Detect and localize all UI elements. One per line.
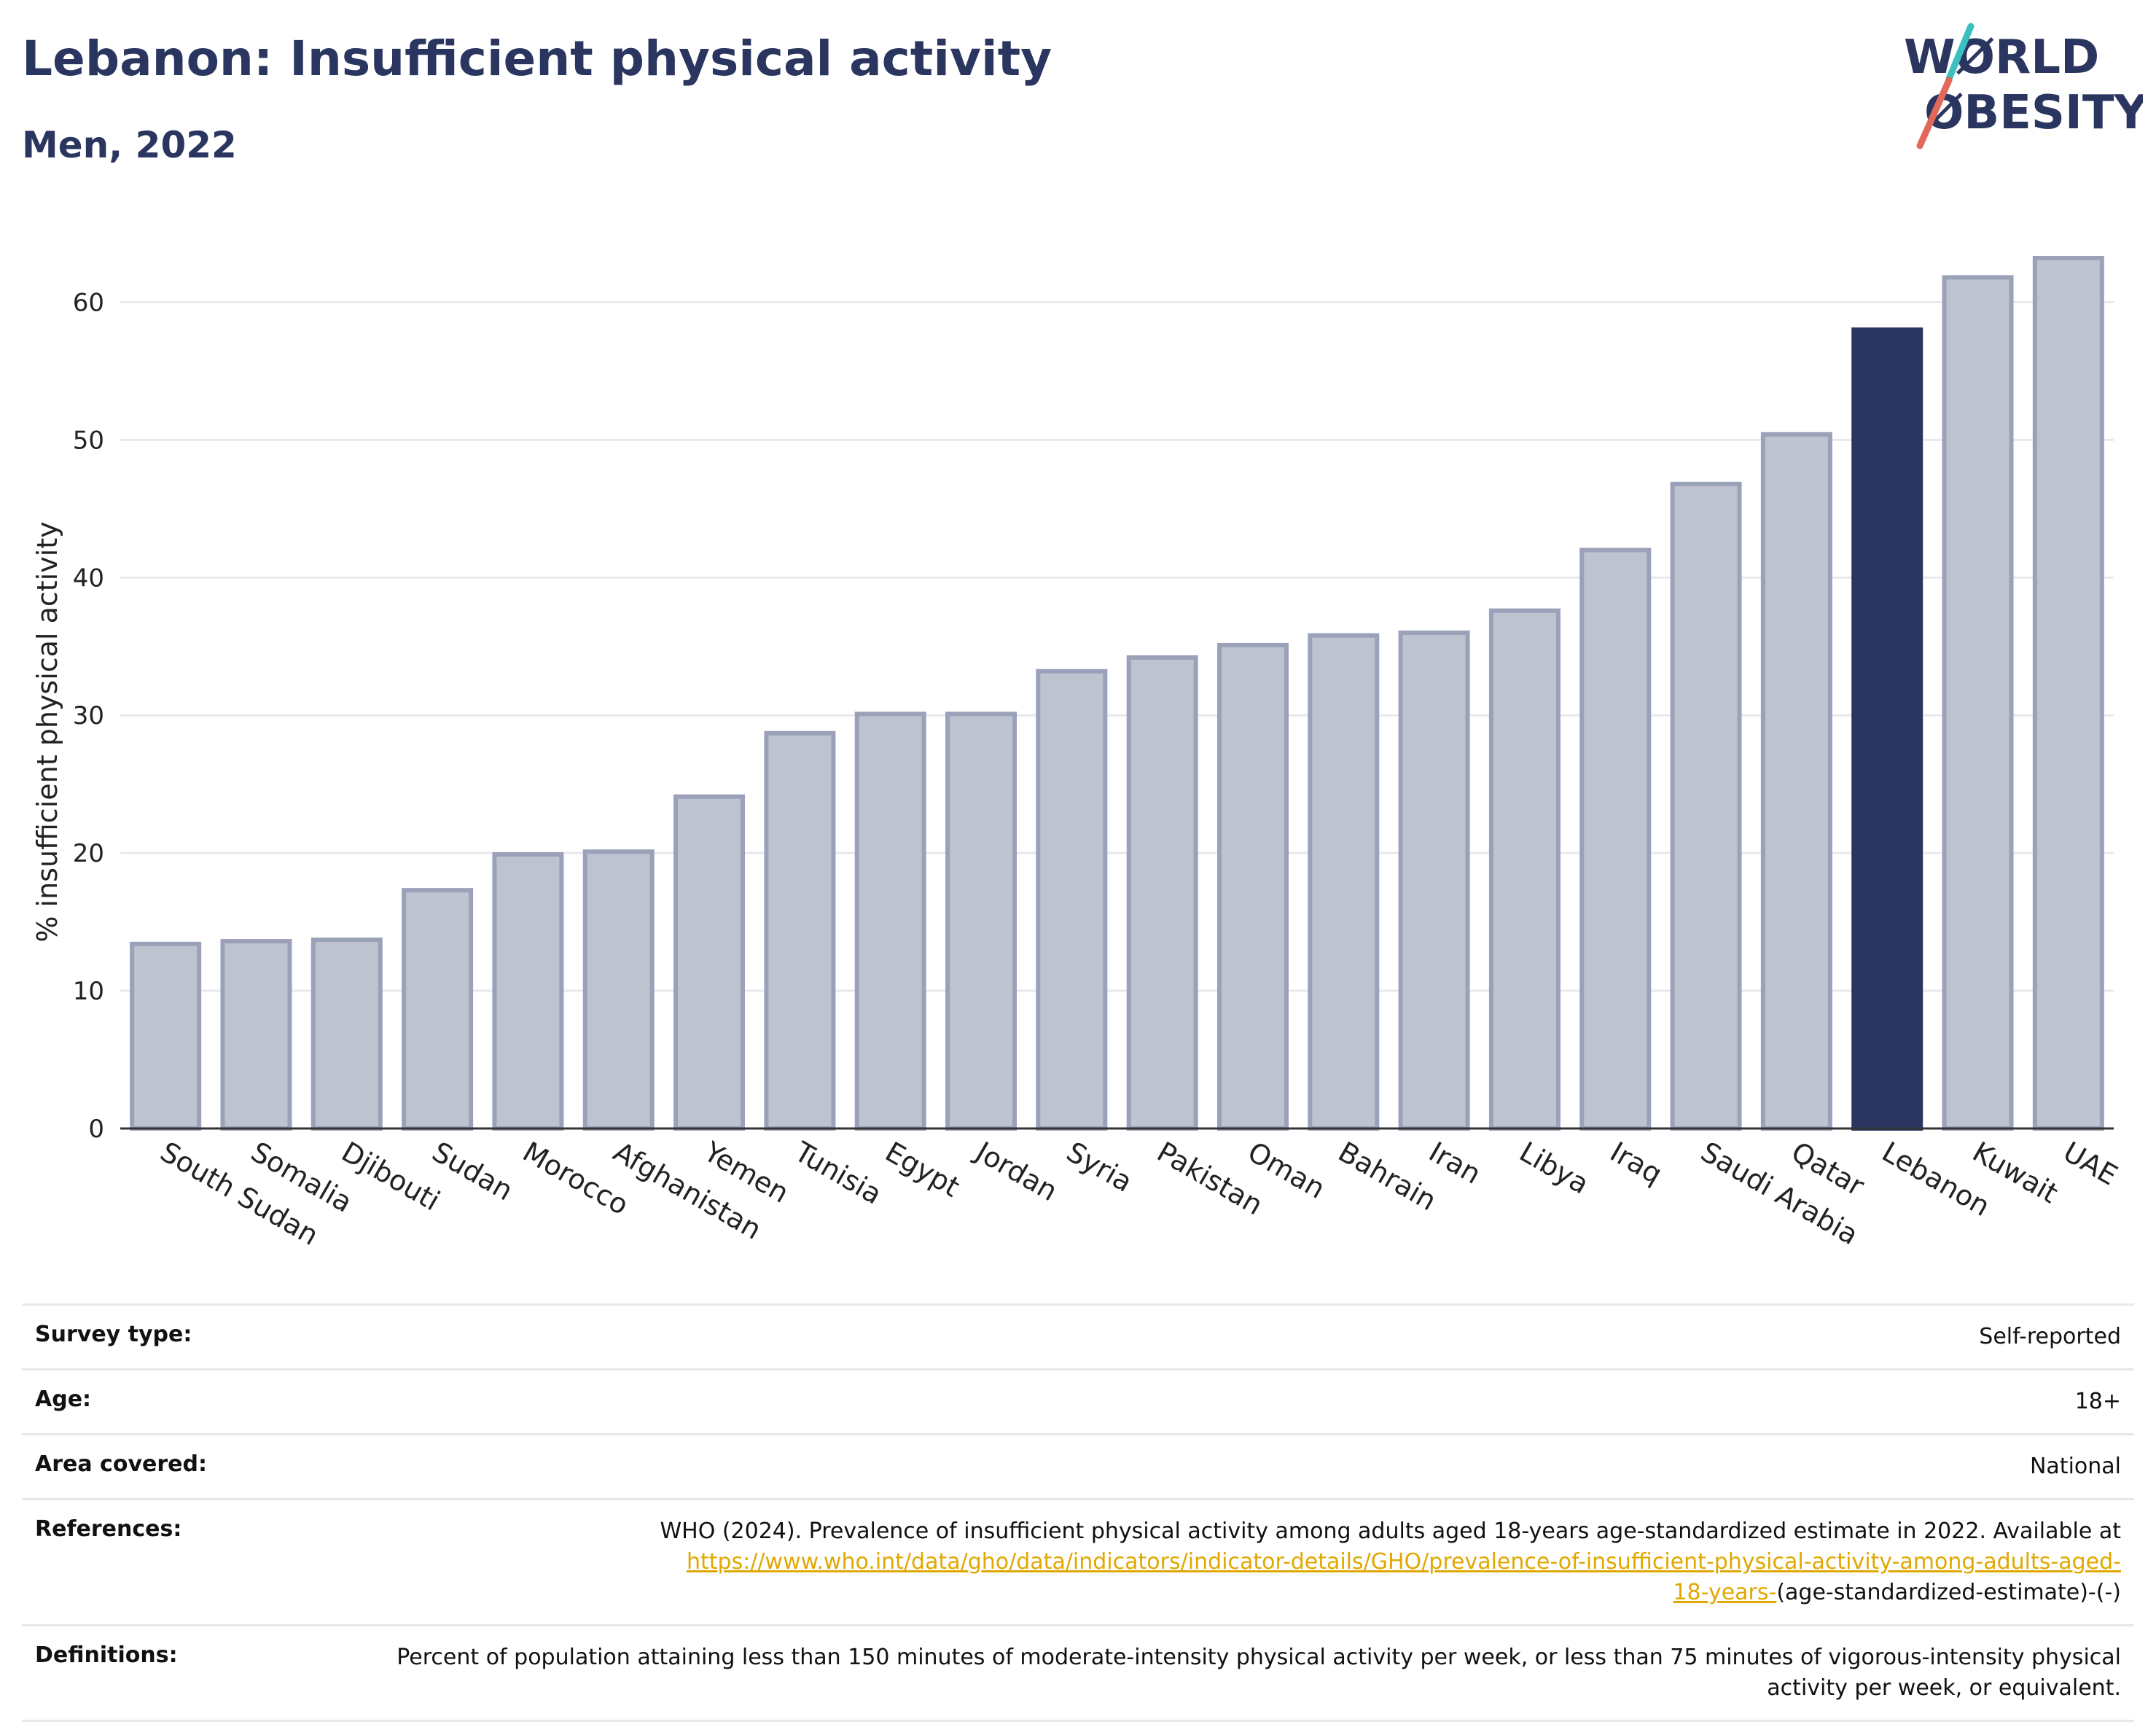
meta-row-age: Age: 18+ [22,1368,2134,1435]
world-obesity-logo: WØRLD ØBESITY [1904,23,2143,149]
bar [945,711,1018,1131]
logo-slash-bottom [1916,77,1953,149]
bar [130,941,202,1131]
survey-type-label: Survey type: [22,1303,354,1370]
x-tick-label: Tunisia [789,1135,887,1211]
meta-row-references: References: WHO (2024). Prevalence of in… [22,1498,2134,1626]
x-tick-label: Iraq [1605,1136,1668,1190]
y-tick-label: 0 [88,1115,104,1144]
bar [764,730,836,1131]
y-tick-label: 30 [73,701,104,730]
x-tick-label: Iran [1423,1136,1486,1190]
bar [1488,608,1561,1131]
x-tick-label: Syria [1061,1136,1138,1198]
bar [402,888,474,1131]
age-value: 18+ [354,1368,2134,1435]
bar [1670,481,1742,1131]
references-link[interactable]: https://www.who.int/data/gho/data/indica… [687,1549,2121,1605]
logo-line1: WØRLD [1904,31,2099,85]
definitions-value: Percent of population attaining less tha… [354,1624,2134,1722]
bar [1942,275,2014,1131]
meta-row-definitions: Definitions: Percent of population attai… [22,1624,2134,1722]
y-tick-label: 40 [73,564,104,593]
bar [1308,633,1380,1131]
meta-row-area: Area covered: National [22,1433,2134,1500]
y-axis-title: % insufficient physical activity [31,521,63,942]
bar [1579,547,1652,1131]
x-tick-label: Bahrain [1333,1136,1442,1217]
x-tick-label: Jordan [969,1135,1063,1208]
logo-line2: ØBESITY [1924,86,2143,140]
bar [1760,432,1832,1131]
references-value: WHO (2024). Prevalence of insufficient p… [354,1498,2134,1626]
definitions-label: Definitions: [22,1624,354,1722]
bar [854,711,926,1131]
meta-row-survey-type: Survey type: Self-reported [22,1303,2134,1370]
references-link-line1: https://www.who.int/data/gho/data/indica… [687,1549,2121,1575]
chart-title: Lebanon: Insufficient physical activity [22,31,1052,87]
references-link-line2: 18-years- [1673,1580,1777,1605]
y-tick-label: 60 [73,288,104,317]
bar [1126,655,1198,1131]
bar [310,937,383,1131]
bar-chart: 0 10 20 30 40 50 60 % insufficient physical act… [31,256,2123,1252]
bar [673,794,746,1131]
bar [1216,642,1289,1131]
logo-slash-top [1945,23,1975,82]
bar [1398,630,1470,1131]
area-label: Area covered: [22,1433,354,1500]
x-tick-label: UAE [2058,1136,2122,1192]
bar [220,939,292,1131]
x-tick-label: Egypt [880,1136,965,1204]
x-tick-label: Djibouti [336,1136,445,1217]
x-tick-label: Libya [1514,1136,1594,1201]
y-tick-label: 50 [73,426,104,455]
age-label: Age: [22,1368,354,1435]
bar-highlight [1851,327,1923,1131]
references-text: WHO (2024). Prevalence of insufficient p… [660,1518,2121,1544]
chart-subtitle: Men, 2022 [22,124,237,166]
bar [2032,256,2104,1131]
y-tick-label: 10 [73,977,104,1006]
y-tick-label: 20 [73,839,104,868]
references-suffix: (age-standardized-estimate)-(-) [1776,1580,2121,1605]
bar [492,852,564,1131]
references-label: References: [22,1498,354,1626]
bar [1036,668,1108,1131]
survey-type-value: Self-reported [354,1303,2134,1370]
metadata-table: Survey type: Self-reported Age: 18+ Area… [22,1303,2134,1722]
bar [582,849,655,1131]
area-value: National [354,1433,2134,1500]
